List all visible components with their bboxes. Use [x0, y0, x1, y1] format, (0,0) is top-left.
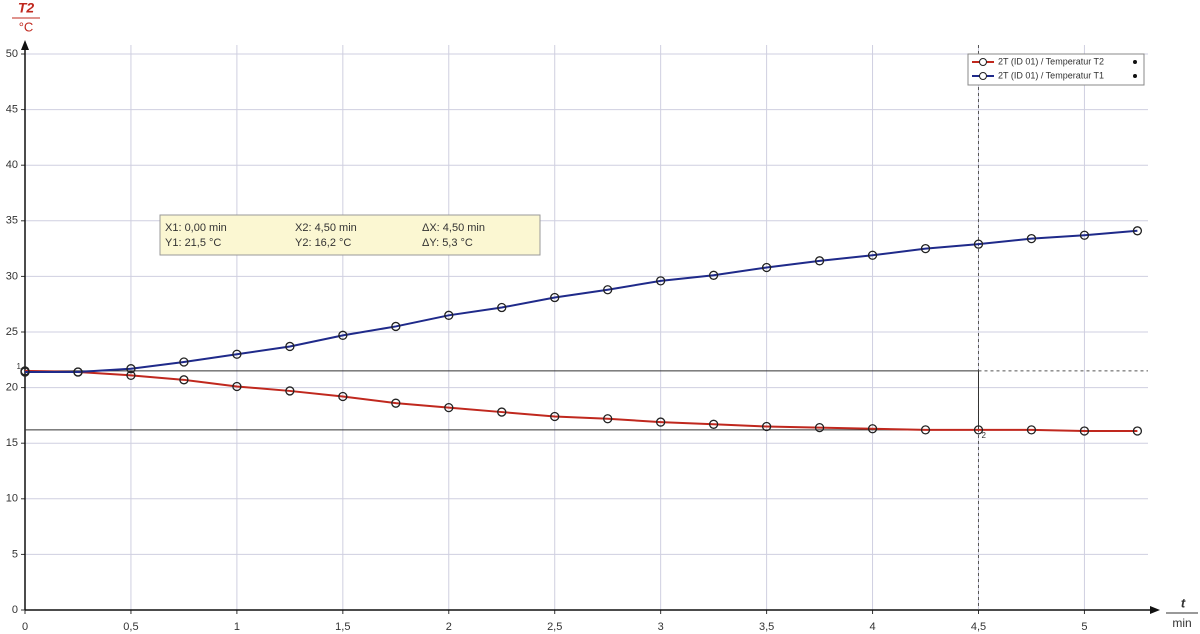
data-point: [73, 367, 83, 377]
x-axis-arrow: [1150, 606, 1160, 614]
y-tick-label: 40: [6, 159, 18, 171]
data-point: [1132, 426, 1143, 436]
data-point: [550, 292, 560, 303]
data-point: [867, 424, 878, 434]
cursor-marker: 2: [981, 431, 986, 440]
data-point: [708, 270, 719, 280]
y-tick-label: 15: [6, 437, 18, 449]
data-point: [867, 250, 878, 260]
x-axis-label: t: [1181, 595, 1186, 610]
x-tick-label: 3,5: [759, 621, 774, 633]
y-tick-label: 5: [12, 548, 18, 560]
data-point: [338, 330, 348, 340]
data-point: [973, 425, 984, 435]
y-tick-label: 25: [6, 326, 18, 338]
cursor-text: Y1: 21,5 °C: [165, 237, 221, 249]
x-tick-label: 5: [1081, 621, 1087, 633]
data-point: [708, 419, 719, 429]
y-axis-unit: °C: [19, 19, 34, 34]
x-tick-label: 4: [869, 621, 875, 633]
data-point: [391, 321, 401, 332]
x-tick-label: 3: [658, 621, 664, 633]
data-point: [1026, 425, 1037, 435]
data-point: [656, 276, 666, 286]
data-point: [814, 256, 825, 266]
x-tick-label: 0: [22, 621, 28, 633]
x-tick-label: 1: [234, 621, 240, 633]
data-point: [1079, 426, 1090, 436]
legend-dot: [1133, 60, 1137, 64]
data-point: [603, 285, 613, 295]
data-point: [497, 407, 507, 417]
data-point: [444, 310, 454, 320]
cursor-box: [159, 214, 541, 256]
data-point: [973, 239, 984, 249]
cursor-text: Y2: 16,2 °C: [295, 237, 351, 249]
y-tick-label: 50: [6, 48, 18, 60]
x-tick-label: 0,5: [123, 621, 138, 633]
y-axis-label: T2: [18, 0, 35, 16]
data-point: [391, 398, 401, 408]
y-axis-arrow: [21, 40, 29, 50]
data-point: [603, 414, 613, 424]
y-tick-label: 0: [12, 604, 18, 616]
data-point: [920, 243, 931, 254]
data-point: [232, 349, 242, 359]
legend-marker: [979, 58, 987, 66]
x-tick-label: 2: [446, 621, 452, 633]
data-point: [814, 422, 825, 433]
cursor-text: ΔX: 4,50 min: [422, 222, 485, 234]
x-tick-label: 4,5: [971, 621, 986, 633]
data-point: [285, 341, 295, 352]
data-point: [920, 425, 931, 435]
cursor-text: X2: 4,50 min: [295, 222, 357, 234]
data-point: [761, 421, 772, 432]
y-tick-label: 30: [6, 270, 18, 282]
x-tick-label: 2,5: [547, 621, 562, 633]
series-line: [25, 229, 1138, 374]
cursor-text: X1: 0,00 min: [165, 222, 227, 234]
data-point: [444, 402, 454, 413]
data-point: [285, 386, 295, 396]
legend-box: [967, 53, 1145, 86]
data-point: [550, 411, 560, 422]
data-point: [126, 370, 136, 381]
data-point: [497, 302, 507, 313]
data-point: [232, 381, 242, 392]
data-point: [761, 262, 772, 273]
data-point: [179, 357, 189, 367]
legend-label: 2T (ID 01) / Temperatur T1: [998, 70, 1104, 80]
y-tick-label: 35: [6, 215, 18, 227]
data-point: [179, 375, 189, 385]
data-point: [656, 417, 666, 427]
legend-dot: [1133, 74, 1137, 78]
series-line: [24, 369, 1138, 432]
y-tick-label: 10: [6, 493, 18, 505]
legend-label: 2T (ID 01) / Temperatur T2: [998, 56, 1104, 66]
data-point: [126, 364, 136, 374]
y-tick-label: 20: [6, 382, 18, 394]
data-point: [1079, 230, 1090, 240]
legend-marker: [979, 72, 987, 80]
y-tick-label: 45: [6, 104, 18, 116]
x-tick-label: 1,5: [335, 621, 350, 633]
data-point: [20, 367, 30, 377]
data-point: [338, 391, 348, 402]
x-axis-unit: min: [1172, 616, 1191, 630]
data-point: [1132, 226, 1143, 236]
cursor-text: ΔY: 5,3 °C: [422, 237, 473, 249]
data-point: [1026, 233, 1037, 244]
cursor-marker: 1: [17, 362, 22, 371]
